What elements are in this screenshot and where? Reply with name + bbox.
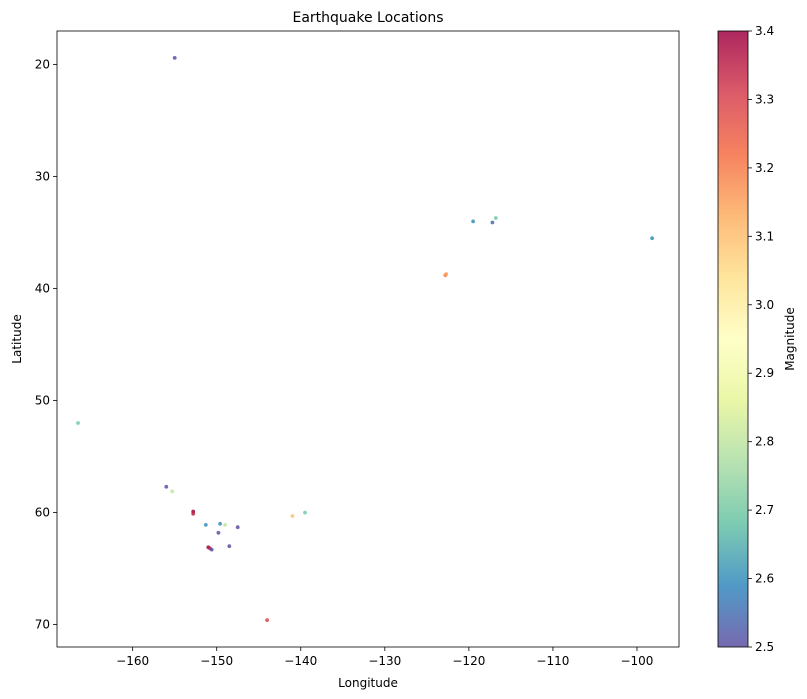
x-tick-label: −140 [284, 654, 317, 668]
x-tick-label: −160 [116, 654, 149, 668]
colorbar-label: Magnitude [783, 307, 797, 371]
colorbar [717, 30, 749, 648]
x-tick-label: −110 [536, 654, 569, 668]
scatter-point [209, 547, 214, 552]
scatter-point [493, 216, 498, 220]
y-axis-ticks: 20 30 40 50 60 70 [35, 58, 57, 632]
x-tick-label: −100 [620, 654, 653, 668]
colorbar-tick-label: 2.5 [755, 640, 774, 654]
colorbar-tick-label: 2.6 [755, 572, 774, 586]
y-axis-label: Latitude [10, 314, 24, 363]
scatter-point [444, 272, 449, 276]
colorbar-tick-label: 3.1 [755, 229, 774, 243]
y-tick-label: 70 [35, 618, 50, 632]
y-tick-label: 50 [35, 394, 50, 408]
scatter-point [227, 544, 232, 549]
scatter-point [216, 530, 221, 535]
y-tick-label: 60 [35, 506, 50, 520]
scatter-point [164, 484, 169, 489]
colorbar-tick-label: 2.9 [755, 366, 774, 380]
scatter-point [303, 510, 307, 515]
scatter-point [650, 236, 654, 241]
colorbar-tick-label: 2.7 [755, 503, 774, 517]
colorbar-tick-label: 3.2 [755, 161, 774, 175]
scatter-point [471, 219, 475, 224]
chart-title: Earthquake Locations [292, 10, 443, 26]
scatter-point [290, 514, 295, 518]
scatter-point [76, 421, 80, 425]
y-tick-label: 20 [35, 58, 50, 72]
scatter-points [76, 56, 654, 622]
scatter-point [235, 525, 240, 530]
y-tick-label: 40 [35, 282, 50, 296]
scatter-point [191, 511, 196, 516]
scatter-point [203, 523, 208, 527]
plot-area-frame [56, 30, 680, 648]
x-axis-label: Longitude [338, 676, 398, 690]
colorbar-ticks: 2.5 2.6 2.7 2.8 2.9 3.0 3.1 3.2 3.3 3.4 [748, 24, 774, 654]
scatter-point [265, 618, 269, 622]
colorbar-tick-label: 3.3 [755, 92, 774, 106]
scatter-point [172, 56, 177, 60]
x-tick-label: −120 [452, 654, 485, 668]
colorbar-tick-label: 3.0 [755, 298, 774, 312]
x-tick-label: −130 [368, 654, 401, 668]
y-tick-label: 30 [35, 170, 50, 184]
scatter-point [490, 220, 495, 225]
colorbar-tick-label: 2.8 [755, 435, 774, 449]
colorbar-tick-label: 3.4 [755, 24, 774, 38]
scatter-point [223, 523, 228, 527]
scatter-point [218, 521, 223, 526]
scatter-point [170, 489, 175, 494]
x-axis-ticks: −160 −150 −140 −130 −120 −110 −100 [116, 647, 653, 668]
x-tick-label: −150 [200, 654, 233, 668]
